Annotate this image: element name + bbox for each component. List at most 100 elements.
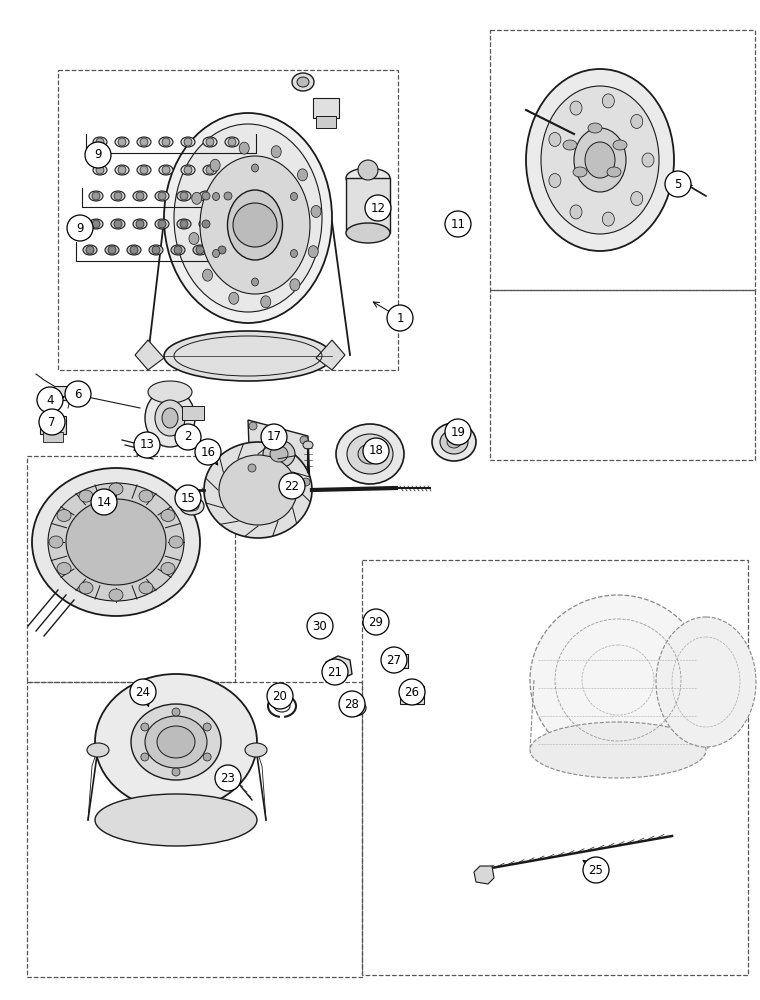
Text: 22: 22 bbox=[284, 480, 299, 492]
Ellipse shape bbox=[115, 165, 129, 175]
Text: 14: 14 bbox=[97, 495, 112, 508]
Ellipse shape bbox=[161, 562, 175, 574]
Circle shape bbox=[206, 138, 214, 146]
Bar bbox=[182, 406, 204, 420]
Circle shape bbox=[162, 166, 170, 174]
Circle shape bbox=[67, 215, 93, 241]
Circle shape bbox=[92, 220, 100, 228]
Ellipse shape bbox=[181, 165, 195, 175]
Text: 17: 17 bbox=[267, 430, 281, 444]
Text: 6: 6 bbox=[74, 387, 82, 400]
Circle shape bbox=[267, 683, 293, 709]
Ellipse shape bbox=[145, 716, 207, 768]
Text: 5: 5 bbox=[674, 178, 682, 190]
Circle shape bbox=[279, 473, 305, 499]
Text: 18: 18 bbox=[369, 444, 384, 458]
Ellipse shape bbox=[79, 582, 93, 594]
Text: 13: 13 bbox=[140, 438, 154, 452]
Polygon shape bbox=[135, 340, 164, 370]
Circle shape bbox=[136, 220, 144, 228]
Ellipse shape bbox=[149, 245, 163, 255]
Ellipse shape bbox=[309, 246, 318, 258]
Bar bbox=[40, 416, 66, 434]
Bar bbox=[362, 560, 748, 975]
Ellipse shape bbox=[95, 674, 257, 810]
Ellipse shape bbox=[185, 501, 199, 511]
Ellipse shape bbox=[174, 124, 322, 312]
Circle shape bbox=[307, 613, 333, 639]
Ellipse shape bbox=[111, 219, 125, 229]
Circle shape bbox=[445, 419, 471, 445]
Circle shape bbox=[86, 246, 94, 254]
Ellipse shape bbox=[139, 490, 153, 502]
Circle shape bbox=[172, 708, 180, 716]
Text: 30: 30 bbox=[312, 619, 328, 633]
Circle shape bbox=[228, 138, 236, 146]
Text: 27: 27 bbox=[387, 654, 401, 666]
Circle shape bbox=[92, 192, 100, 200]
Ellipse shape bbox=[204, 442, 312, 538]
Ellipse shape bbox=[111, 191, 125, 201]
Ellipse shape bbox=[164, 113, 332, 323]
Circle shape bbox=[233, 203, 277, 247]
Ellipse shape bbox=[290, 279, 300, 291]
Circle shape bbox=[140, 166, 148, 174]
Polygon shape bbox=[326, 656, 352, 680]
Circle shape bbox=[365, 195, 391, 221]
Text: 9: 9 bbox=[94, 148, 102, 161]
Text: 19: 19 bbox=[451, 426, 465, 438]
Circle shape bbox=[136, 192, 144, 200]
Bar bbox=[27, 682, 362, 977]
Ellipse shape bbox=[93, 165, 107, 175]
Ellipse shape bbox=[290, 192, 297, 200]
Ellipse shape bbox=[290, 249, 297, 257]
Ellipse shape bbox=[79, 490, 93, 502]
Ellipse shape bbox=[261, 296, 271, 308]
Circle shape bbox=[249, 422, 257, 430]
Circle shape bbox=[85, 142, 111, 168]
Circle shape bbox=[130, 679, 156, 705]
Circle shape bbox=[114, 192, 122, 200]
Circle shape bbox=[332, 661, 346, 675]
Circle shape bbox=[195, 439, 221, 465]
Ellipse shape bbox=[432, 423, 476, 461]
Circle shape bbox=[339, 691, 365, 717]
Ellipse shape bbox=[263, 440, 295, 468]
Ellipse shape bbox=[229, 292, 239, 304]
Ellipse shape bbox=[303, 441, 313, 449]
Ellipse shape bbox=[137, 137, 151, 147]
Ellipse shape bbox=[199, 191, 213, 201]
Text: 29: 29 bbox=[369, 615, 384, 629]
Ellipse shape bbox=[95, 794, 257, 846]
Ellipse shape bbox=[155, 400, 185, 436]
Ellipse shape bbox=[603, 212, 614, 226]
Circle shape bbox=[583, 857, 609, 883]
Ellipse shape bbox=[631, 192, 643, 206]
Bar bbox=[27, 456, 235, 682]
Ellipse shape bbox=[48, 483, 184, 601]
Circle shape bbox=[218, 246, 226, 254]
Circle shape bbox=[118, 166, 126, 174]
Ellipse shape bbox=[199, 219, 213, 229]
Bar bbox=[316, 116, 336, 128]
Text: 20: 20 bbox=[273, 690, 287, 702]
Ellipse shape bbox=[239, 142, 249, 154]
Text: 23: 23 bbox=[220, 772, 236, 784]
Circle shape bbox=[363, 438, 389, 464]
Circle shape bbox=[399, 679, 425, 705]
Circle shape bbox=[387, 305, 413, 331]
Circle shape bbox=[180, 220, 188, 228]
Circle shape bbox=[118, 138, 126, 146]
Ellipse shape bbox=[164, 331, 332, 381]
Ellipse shape bbox=[349, 704, 361, 712]
Bar bbox=[388, 654, 408, 668]
Ellipse shape bbox=[252, 278, 258, 286]
Ellipse shape bbox=[127, 245, 141, 255]
Circle shape bbox=[184, 166, 192, 174]
Ellipse shape bbox=[155, 219, 169, 229]
Text: 15: 15 bbox=[181, 491, 195, 504]
Circle shape bbox=[203, 723, 211, 731]
Ellipse shape bbox=[169, 536, 183, 548]
Circle shape bbox=[224, 192, 232, 200]
Bar bbox=[313, 98, 339, 118]
